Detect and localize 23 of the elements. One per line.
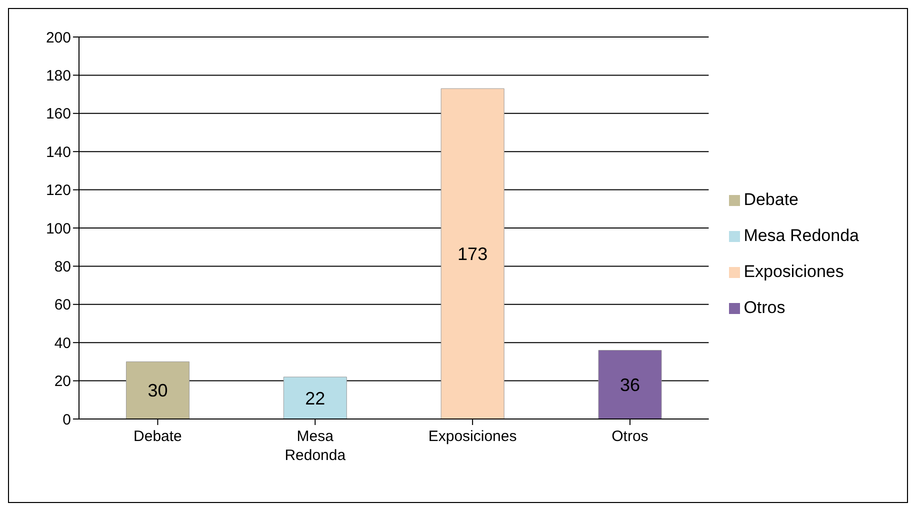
y-tick-label: 40 — [54, 334, 71, 352]
y-tick-label: 180 — [46, 68, 71, 85]
data-label: 22 — [305, 388, 326, 408]
y-tick-label: 160 — [46, 106, 71, 123]
legend-label: Exposiciones — [744, 262, 844, 281]
data-label: 36 — [620, 375, 640, 396]
data-label: 173 — [458, 244, 488, 264]
x-tick-label: Exposiciones — [428, 428, 517, 445]
data-label: 30 — [148, 380, 168, 401]
x-tick-label: Mesa Redonda — [284, 428, 346, 464]
y-tick-label: 140 — [46, 144, 71, 161]
y-tick-label: 0 — [62, 411, 71, 428]
y-tick-label: 100 — [46, 220, 71, 238]
legend-label: Otros — [744, 298, 786, 317]
x-tick-label: Debate — [134, 428, 182, 445]
y-tick-label: 200 — [46, 29, 71, 46]
y-tick-label: 120 — [46, 182, 71, 200]
legend-label: Debate — [744, 190, 799, 209]
y-tick-label: 80 — [54, 258, 71, 276]
y-tick-label: 60 — [54, 296, 71, 314]
x-tick-label: Otros — [612, 428, 648, 445]
legend-label: Mesa Redonda — [744, 226, 859, 245]
y-tick-label: 20 — [54, 373, 71, 390]
